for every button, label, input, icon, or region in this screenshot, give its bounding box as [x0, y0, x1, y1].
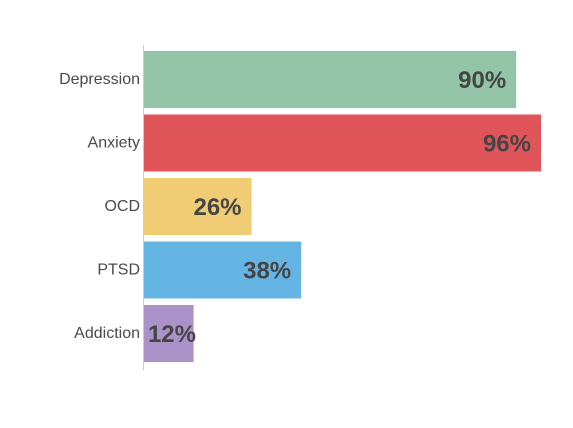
- value-label-ocd: 26%: [193, 194, 241, 221]
- value-label-depression: 90%: [458, 67, 506, 94]
- value-label-addiction: 12%: [148, 321, 196, 348]
- category-label-depression: Depression: [59, 71, 140, 88]
- bars-group: Depression 90% Anxiety 96% OCD 26% PTSD 38% Addi…: [59, 51, 541, 362]
- category-label-ocd: OCD: [104, 198, 140, 215]
- category-label-anxiety: Anxiety: [88, 135, 140, 152]
- bar-addiction: [144, 305, 194, 362]
- bar-anxiety: [144, 114, 541, 172]
- category-label-ptsd: PTSD: [97, 262, 140, 279]
- bar-depression: [144, 51, 517, 108]
- category-label-addiction: Addiction: [74, 325, 140, 342]
- value-label-anxiety: 96%: [483, 131, 531, 158]
- bar-ocd: [144, 178, 252, 235]
- value-label-ptsd: 38%: [243, 258, 291, 285]
- bar-ptsd: [144, 241, 302, 299]
